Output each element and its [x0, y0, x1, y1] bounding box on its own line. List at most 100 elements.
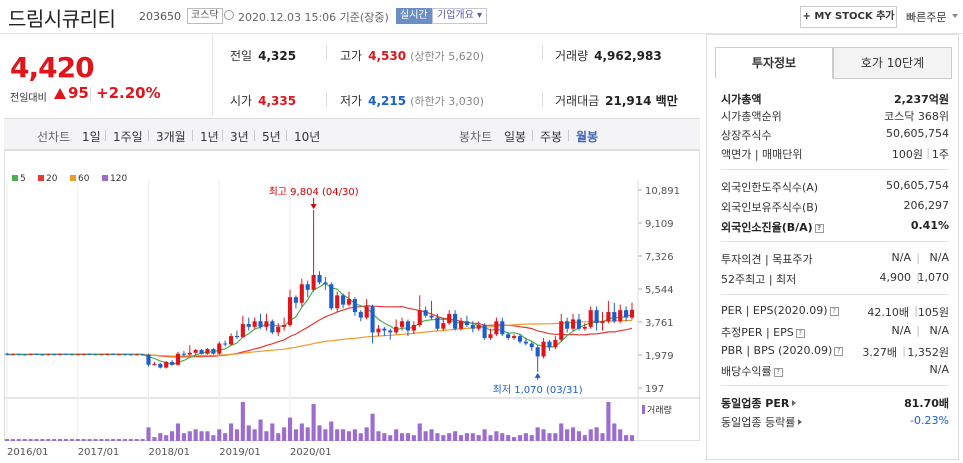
per-value: 42.10배: [867, 306, 909, 319]
pbr-value: 3.27배: [862, 346, 897, 359]
volume-bar: [293, 429, 298, 441]
candle-body: [399, 321, 405, 327]
legend-swatch: [102, 175, 108, 181]
shares-value: 50,605,754: [886, 127, 949, 140]
chevron-right-icon: [798, 419, 803, 425]
tab-invest-info[interactable]: 투자정보: [715, 47, 833, 79]
divider: |: [914, 304, 918, 317]
candle-body: [576, 319, 581, 329]
volume-bar: [399, 433, 405, 441]
candle-body: [217, 343, 222, 354]
candle-body: [205, 349, 210, 354]
candle-body: [441, 323, 446, 329]
volume-bar: [500, 433, 505, 441]
sector-rate-label-wrap[interactable]: 동일업종 등락률: [721, 414, 803, 430]
volume-bar: [264, 431, 269, 441]
sector-per-label-wrap[interactable]: 동일업종 PER: [721, 395, 797, 411]
volume-bar: [146, 427, 151, 441]
corp-info-dropdown[interactable]: 기업개요 ▾: [432, 8, 488, 24]
volume-bar: [187, 431, 192, 441]
volume-bar: [535, 427, 540, 441]
tab-1day[interactable]: 1일: [82, 130, 101, 144]
volume-bar: [140, 439, 145, 441]
help-icon[interactable]: ?: [795, 329, 805, 338]
volume-bar: [317, 425, 322, 441]
legend-label: 120: [110, 174, 127, 184]
candle-body: [75, 354, 80, 356]
volume-bar: [287, 417, 293, 441]
tab-10year[interactable]: 10년: [294, 130, 321, 144]
divider: [254, 130, 255, 141]
row-shares: 상장주식수 50,605,754: [721, 125, 949, 143]
tab-orderbook[interactable]: 호가 10단계: [833, 47, 952, 79]
candle-body: [40, 354, 45, 356]
candle-body: [323, 282, 328, 285]
volume-bar: [299, 423, 304, 441]
divider: |: [902, 344, 906, 357]
tab-weekly[interactable]: 주봉: [540, 130, 563, 144]
volume-label: 거래량: [647, 404, 672, 416]
row-pbr: PBR | BPS (2020.09)? 3.27배 | 1,352원: [721, 342, 949, 360]
tab-3month[interactable]: 3개월: [156, 130, 186, 144]
volume-bar: [170, 431, 175, 441]
candle-body: [553, 339, 558, 348]
realtime-button[interactable]: 실시간: [396, 8, 432, 24]
tab-monthly[interactable]: 월봉: [576, 130, 599, 144]
sector-per-label: 동일업종 PER: [721, 397, 790, 410]
divider: [542, 92, 543, 106]
tab-5year[interactable]: 5년: [262, 130, 281, 144]
pbr-label-wrap: PBR | BPS (2020.09)?: [721, 344, 844, 357]
candle-body: [234, 336, 240, 338]
candle-body: [600, 321, 605, 324]
candle-body: [458, 321, 464, 329]
upper-limit: (상한가 5,620): [410, 50, 484, 63]
divider: |: [916, 251, 920, 264]
volume-bar: [4, 439, 10, 441]
max-arrow-head: [310, 204, 317, 210]
target-value: N/A: [929, 251, 949, 264]
candle-body: [223, 343, 228, 345]
quick-order-link[interactable]: 빠른주문: [906, 11, 947, 24]
help-icon[interactable]: ?: [814, 224, 824, 233]
help-icon[interactable]: ?: [773, 368, 783, 377]
candle-body: [523, 341, 528, 344]
lower-limit: (하한가 3,030): [410, 95, 484, 108]
volume-bar: [405, 433, 411, 441]
candle-body: [411, 324, 416, 331]
quick-order-chevron-icon: [952, 14, 958, 18]
volume-bar: [382, 433, 387, 441]
row-rank: 시가총액순위 코스닥 368위: [721, 106, 949, 124]
volume-bar: [394, 429, 399, 441]
candle-body: [111, 354, 116, 356]
tab-1year[interactable]: 1년: [200, 130, 219, 144]
help-icon[interactable]: ?: [829, 307, 839, 316]
add-my-stock-button[interactable]: + MY STOCK 추가: [800, 6, 897, 28]
tab-1week[interactable]: 1주일: [113, 130, 143, 144]
divider: [721, 241, 949, 242]
volume-bar: [559, 423, 564, 441]
divider: [721, 294, 949, 295]
candle-body: [346, 299, 352, 305]
volume-bar: [547, 433, 552, 441]
volume-bar: [152, 437, 157, 441]
eps-value: 105원: [917, 306, 949, 319]
candle-body: [305, 284, 310, 290]
volume-bar: [565, 429, 570, 441]
foreign-ratio-label-wrap: 외국인소진율(B/A)?: [721, 219, 824, 235]
volume-bar: [629, 435, 635, 441]
x-tick-label: 2016/01: [7, 447, 49, 458]
volume-bar: [164, 435, 169, 441]
x-tick-label: 2020/01: [290, 447, 332, 458]
volume-bar: [453, 431, 458, 441]
min-annotation: 최저 1,070 (03/31): [493, 384, 583, 396]
volume-bar: [93, 439, 98, 441]
tab-daily[interactable]: 일봉: [504, 130, 527, 144]
sector-rate-label: 동일업종 등락률: [721, 416, 796, 429]
candle-body: [187, 352, 192, 355]
help-icon[interactable]: ?: [834, 347, 844, 356]
sector-per-value: 81.70배: [904, 397, 949, 410]
tab-3year[interactable]: 3년: [230, 130, 249, 144]
candle-body: [63, 354, 69, 356]
candle-body: [470, 324, 475, 329]
candle-body: [435, 317, 440, 329]
